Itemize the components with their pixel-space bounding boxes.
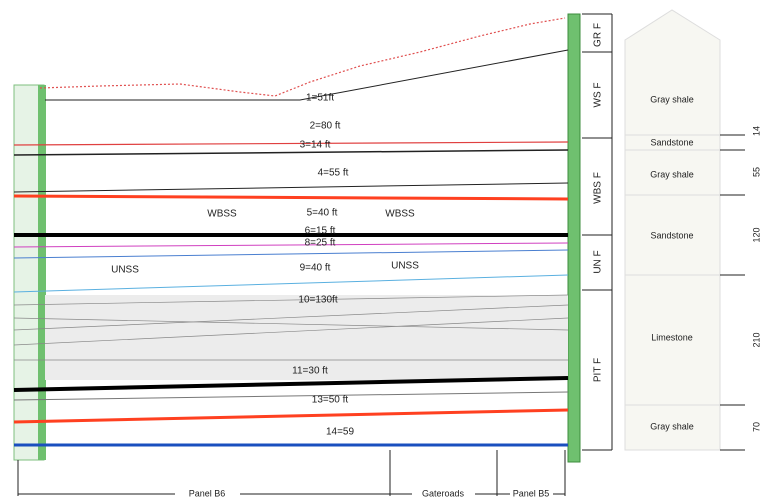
strata-lower bbox=[14, 378, 568, 445]
layer-label: 2=80 ft bbox=[310, 121, 341, 132]
thickness-label: 55 bbox=[751, 167, 761, 177]
layer-label: 6=15 ft bbox=[305, 226, 336, 237]
thickness-label: 70 bbox=[751, 422, 761, 432]
lithology-label: Sandstone bbox=[650, 137, 693, 147]
formation-label: WS F bbox=[593, 83, 604, 108]
thickness-label: 14 bbox=[751, 126, 761, 136]
layer-label: 3=14 ft bbox=[300, 140, 331, 151]
cross-section: 1=51ft 2=80 ft 3=14 ft 4=55 ft 5=40 ft 6… bbox=[0, 0, 768, 502]
unit-label: UNSS bbox=[111, 265, 139, 276]
layer-label: 10=130ft bbox=[298, 295, 337, 306]
formation-label: GR F bbox=[593, 23, 604, 47]
right-well bbox=[568, 14, 580, 462]
left-well-core bbox=[38, 85, 46, 460]
thickness-label: 120 bbox=[751, 227, 761, 242]
lithology-label: Sandstone bbox=[650, 230, 693, 240]
panel-label: Panel B5 bbox=[513, 488, 550, 498]
formation-label: PIT F bbox=[593, 358, 604, 382]
panel-lines bbox=[18, 450, 565, 496]
lithology-label: Gray shale bbox=[650, 421, 694, 431]
unit-label: WBSS bbox=[385, 209, 415, 220]
lithology-label: Gray shale bbox=[650, 169, 694, 179]
layer-label: 14=59 bbox=[326, 427, 355, 438]
layer-label: 13=50 ft bbox=[312, 395, 349, 406]
thickness-ticks bbox=[720, 135, 745, 450]
layer-label: 4=55 ft bbox=[318, 168, 349, 179]
unit-label: WBSS bbox=[207, 209, 237, 220]
lithology-label: Limestone bbox=[651, 332, 693, 342]
layer-label: 8=25 ft bbox=[305, 238, 336, 249]
panel-label: Panel B6 bbox=[189, 488, 226, 498]
panel-label: Gateroads bbox=[422, 488, 465, 498]
thickness-label: 210 bbox=[751, 332, 761, 347]
layer-label: 5=40 ft bbox=[307, 208, 338, 219]
layer-label: 11=30 ft bbox=[292, 366, 328, 377]
formation-brackets bbox=[582, 14, 612, 450]
layer-label: 1=51ft bbox=[306, 93, 334, 104]
lithology-label: Gray shale bbox=[650, 94, 694, 104]
layer-label: 9=40 ft bbox=[300, 263, 331, 274]
unit-label: UNSS bbox=[391, 261, 419, 272]
topography bbox=[40, 18, 565, 96]
formation-label: WBS F bbox=[593, 172, 604, 204]
formation-label: UN F bbox=[593, 250, 604, 273]
